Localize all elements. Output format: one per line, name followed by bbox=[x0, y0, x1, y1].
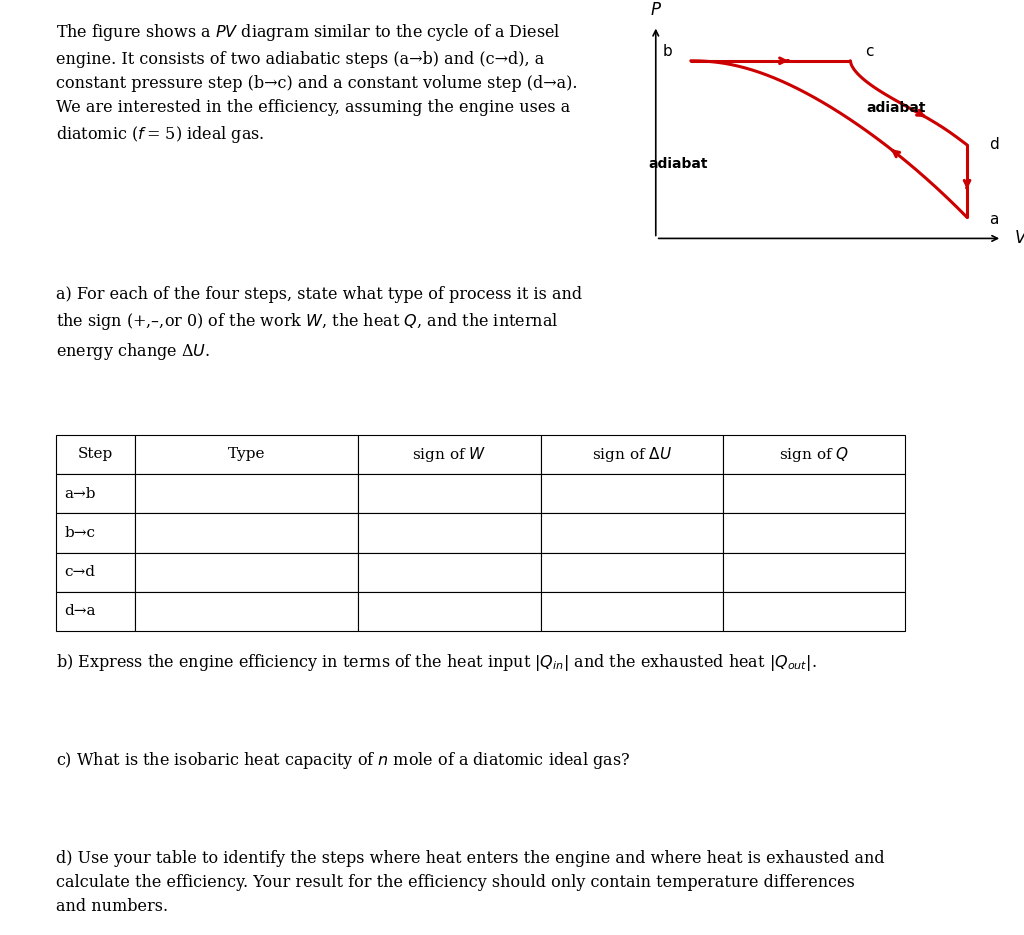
Text: adiabat: adiabat bbox=[648, 157, 708, 170]
Bar bbox=[358, 435, 541, 474]
Text: d→a: d→a bbox=[65, 605, 96, 618]
Bar bbox=[541, 553, 723, 592]
Bar bbox=[358, 513, 541, 553]
Text: a: a bbox=[989, 212, 999, 227]
Bar bbox=[135, 513, 358, 553]
Bar bbox=[723, 592, 905, 631]
Text: a) For each of the four steps, state what type of process it is and
the sign (+,: a) For each of the four steps, state wha… bbox=[56, 286, 583, 362]
Bar bbox=[56, 513, 135, 553]
Bar bbox=[135, 592, 358, 631]
Text: sign of $W$: sign of $W$ bbox=[413, 445, 486, 464]
Text: Step: Step bbox=[78, 448, 114, 461]
Bar bbox=[541, 474, 723, 513]
Bar bbox=[135, 474, 358, 513]
Bar bbox=[358, 553, 541, 592]
Text: sign of $\Delta U$: sign of $\Delta U$ bbox=[592, 445, 672, 464]
Bar bbox=[723, 553, 905, 592]
Text: d: d bbox=[989, 137, 999, 152]
Bar bbox=[358, 592, 541, 631]
Text: c) What is the isobaric heat capacity of $n$ mole of a diatomic ideal gas?: c) What is the isobaric heat capacity of… bbox=[56, 750, 631, 770]
Bar bbox=[56, 592, 135, 631]
Bar bbox=[56, 553, 135, 592]
Bar bbox=[135, 553, 358, 592]
Bar bbox=[723, 474, 905, 513]
Text: $P$: $P$ bbox=[650, 1, 662, 19]
Text: $V$: $V$ bbox=[1014, 229, 1024, 248]
Bar bbox=[541, 513, 723, 553]
Text: c: c bbox=[865, 44, 874, 59]
Text: b→c: b→c bbox=[65, 526, 95, 539]
Text: adiabat: adiabat bbox=[866, 101, 926, 114]
Bar bbox=[56, 435, 135, 474]
Text: Type: Type bbox=[228, 448, 265, 461]
Text: sign of $Q$: sign of $Q$ bbox=[779, 445, 849, 464]
Bar bbox=[135, 435, 358, 474]
Text: a→b: a→b bbox=[65, 487, 96, 500]
Bar bbox=[723, 513, 905, 553]
Text: The figure shows a $PV$ diagram similar to the cycle of a Diesel
engine. It cons: The figure shows a $PV$ diagram similar … bbox=[56, 22, 578, 145]
Bar bbox=[541, 592, 723, 631]
Bar bbox=[358, 474, 541, 513]
Text: d) Use your table to identify the steps where heat enters the engine and where h: d) Use your table to identify the steps … bbox=[56, 850, 885, 915]
Bar bbox=[56, 474, 135, 513]
Text: b: b bbox=[663, 44, 673, 59]
Bar bbox=[723, 435, 905, 474]
Bar bbox=[541, 435, 723, 474]
Text: b) Express the engine efficiency in terms of the heat input $|Q_{in}|$ and the e: b) Express the engine efficiency in term… bbox=[56, 652, 817, 672]
Text: c→d: c→d bbox=[65, 566, 95, 579]
